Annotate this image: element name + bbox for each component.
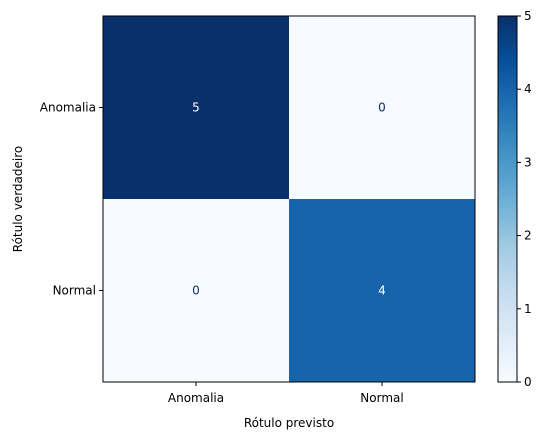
heatmap-cell-value: 0	[378, 101, 386, 115]
y-axis-ticks: Anomalia Normal	[40, 101, 103, 298]
heatmap-cell	[103, 199, 289, 382]
heatmap-cell	[289, 199, 475, 382]
y-axis-label: Rótulo verdadeiro	[11, 146, 25, 252]
x-axis-ticks: Anomalia Normal	[168, 382, 404, 405]
heatmap-cell	[289, 16, 475, 199]
colorbar-tick-label: 4	[524, 82, 532, 96]
colorbar-tick-label: 1	[524, 302, 532, 316]
colorbar-tick-label: 2	[524, 229, 532, 243]
heatmap-cell-labels: 5 0 0 4	[192, 101, 386, 298]
y-tick-label: Anomalia	[40, 101, 96, 115]
heatmap-cell-value: 5	[192, 101, 200, 115]
colorbar-tick-label: 0	[524, 375, 532, 389]
colorbar-ticks: 0 1 2 3 4 5	[517, 9, 532, 389]
heatmap-cells	[103, 16, 475, 382]
colorbar-tick-label: 3	[524, 155, 532, 169]
heatmap-cell-value: 4	[378, 284, 386, 298]
heatmap-cell-value: 0	[192, 284, 200, 298]
x-axis-label: Rótulo previsto	[244, 416, 334, 430]
colorbar	[497, 15, 518, 383]
x-tick-label: Anomalia	[168, 391, 224, 405]
x-tick-label: Normal	[360, 391, 403, 405]
colorbar-tick-label: 5	[524, 9, 532, 23]
y-tick-label: Normal	[53, 284, 96, 298]
plot-frame	[102, 15, 476, 383]
heatmap-cell	[103, 16, 289, 199]
